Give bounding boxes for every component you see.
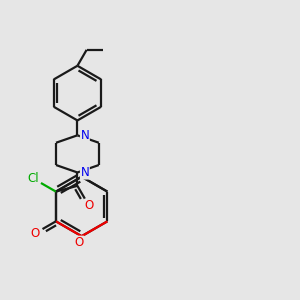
Text: O: O — [84, 200, 94, 212]
Text: Cl: Cl — [27, 172, 38, 185]
Text: O: O — [31, 227, 40, 240]
Text: N: N — [80, 129, 89, 142]
Text: N: N — [80, 166, 89, 179]
Text: O: O — [75, 236, 84, 249]
